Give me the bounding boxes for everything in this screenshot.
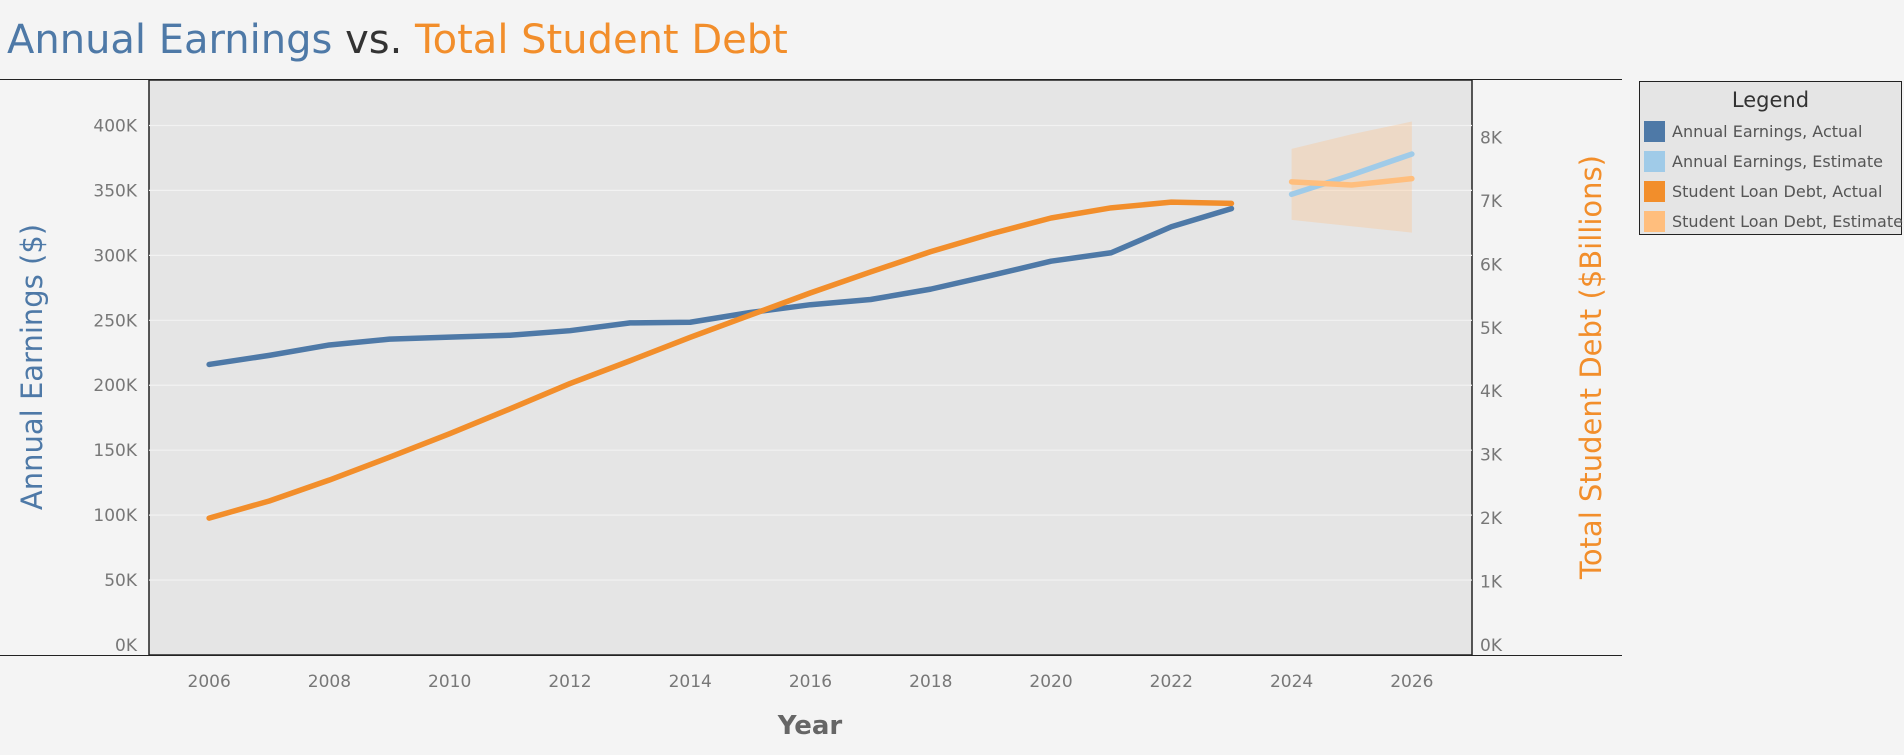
x-tick-label: 2018 xyxy=(909,672,952,692)
series-line xyxy=(206,205,1235,368)
legend-title: Legend xyxy=(1731,88,1810,112)
x-tick-label: 2012 xyxy=(548,672,591,692)
title-debt: Total Student Debt xyxy=(415,17,788,63)
y-tick-label: 100K xyxy=(93,506,137,526)
legend-label: Student Loan Debt, Actual xyxy=(1672,181,1883,201)
y-tick-label: 200K xyxy=(93,376,137,396)
title-vs: vs. xyxy=(345,17,403,63)
y-tick-label: 250K xyxy=(93,311,137,331)
x-tick-label: 2022 xyxy=(1150,672,1193,692)
x-tick-label: 2024 xyxy=(1270,672,1313,692)
y-right-tick-label: 3K xyxy=(1480,446,1503,466)
x-tick-label: 2020 xyxy=(1029,672,1072,692)
series-line xyxy=(1288,175,1415,188)
plot-area xyxy=(148,79,1473,656)
y-tick-label: 350K xyxy=(93,181,137,201)
legend-item-debt-estimate: Student Loan Debt, Estimate xyxy=(1640,206,1903,236)
legend: Legend Annual Earnings, Actual Annual Ea… xyxy=(1639,81,1903,236)
title-earnings: Annual Earnings xyxy=(7,17,333,63)
x-tick-label: 2026 xyxy=(1390,672,1433,692)
series-line xyxy=(1288,151,1415,198)
legend-swatch xyxy=(1644,120,1665,142)
y-right-tick-label: 1K xyxy=(1480,573,1503,593)
legend-label: Annual Earnings, Actual xyxy=(1672,121,1863,141)
x-tick-label: 2016 xyxy=(789,672,832,692)
y-tick-label: 300K xyxy=(93,246,137,266)
x-axis-ticks: 2006 2008 2010 2012 2014 2016 2018 2020 2022 2024… xyxy=(188,672,1434,692)
chart-svg: 0K 50K 100K 150K 200K 250K 300K 350K 400K 0K 1K 2K… xyxy=(0,79,1622,741)
legend-item-debt-actual: Student Loan Debt, Actual xyxy=(1640,176,1901,206)
legend-swatch xyxy=(1644,210,1665,232)
legend-label: Annual Earnings, Estimate xyxy=(1672,151,1883,171)
legend-item-earnings-estimate: Annual Earnings, Estimate xyxy=(1640,146,1901,176)
x-tick-label: 2010 xyxy=(428,672,471,692)
y-right-tick-label: 5K xyxy=(1480,319,1503,339)
y-right-tick-label: 8K xyxy=(1480,128,1503,148)
x-axis-label: Year xyxy=(777,711,843,741)
y-tick-label: 50K xyxy=(104,571,138,591)
legend-swatch xyxy=(1644,180,1665,202)
y-tick-label: 0K xyxy=(115,636,138,656)
series-line xyxy=(206,199,1235,521)
right-axis-ticks: 0K 1K 2K 3K 4K 5K 6K 7K 8K xyxy=(1480,128,1503,656)
legend-item-earnings-actual: Annual Earnings, Actual xyxy=(1640,116,1901,146)
y-right-tick-label: 2K xyxy=(1480,509,1503,529)
gridlines xyxy=(149,124,1472,581)
y-tick-label: 400K xyxy=(93,116,137,136)
x-tick-label: 2008 xyxy=(308,672,351,692)
y-right-tick-label: 6K xyxy=(1480,255,1503,275)
left-axis-ticks: 0K 50K 100K 150K 200K 250K 300K 350K 400K xyxy=(93,116,137,656)
y-right-tick-label: 7K xyxy=(1480,192,1503,212)
y-right-tick-label: 0K xyxy=(1480,636,1503,656)
series-lines xyxy=(206,151,1415,521)
right-axis-label: Total Student Debt ($Billions) xyxy=(1574,155,1608,580)
legend-label: Student Loan Debt, Estimate xyxy=(1672,211,1903,231)
x-tick-label: 2014 xyxy=(669,672,712,692)
chart-title: Annual Earnings vs. Total Student Debt xyxy=(7,14,788,66)
y-right-tick-label: 4K xyxy=(1480,382,1503,402)
legend-swatch xyxy=(1644,150,1665,172)
x-tick-label: 2006 xyxy=(188,672,231,692)
y-tick-label: 150K xyxy=(93,441,137,461)
left-axis-label: Annual Earnings ($) xyxy=(15,224,49,510)
